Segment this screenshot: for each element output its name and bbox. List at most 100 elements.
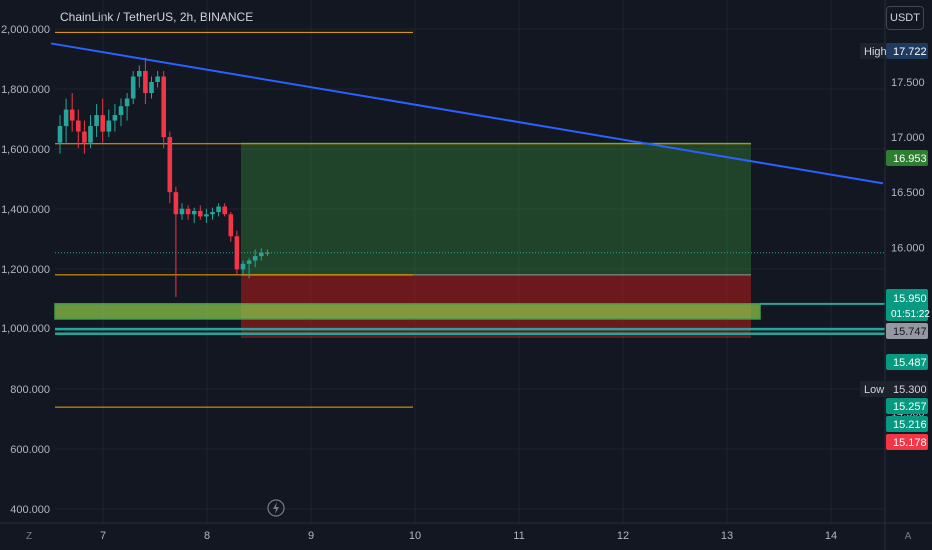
currency-button[interactable]: USDT: [886, 6, 924, 30]
candle: [94, 104, 99, 138]
stop-value: 15.178: [893, 437, 927, 449]
bottom-axis-tick: 9: [308, 530, 314, 542]
candle: [234, 230, 240, 275]
lightning-icon[interactable]: [267, 499, 285, 517]
candle-body: [124, 98, 130, 107]
support2-value-bg: [886, 416, 928, 432]
candle-body: [179, 208, 185, 215]
stop-value-bg: [886, 434, 928, 450]
left-axis-tick: 600.000: [10, 444, 50, 456]
candle-body: [167, 137, 173, 193]
candle: [100, 98, 105, 143]
countdown: 01:51:22: [891, 309, 930, 320]
left-axis-tick: 2,000.000: [1, 24, 50, 36]
candle-body: [161, 76, 166, 138]
candle: [149, 76, 154, 99]
candle: [228, 212, 234, 242]
lightning-icon-bolt: [273, 502, 279, 514]
candle-body: [234, 236, 240, 270]
candle-body: [76, 120, 81, 132]
support1-value-bg: [886, 398, 928, 414]
bottom-axis-tick: 13: [721, 530, 733, 542]
candle: [155, 70, 160, 88]
candle: [167, 131, 173, 204]
candle: [185, 205, 191, 220]
candle-body: [265, 252, 270, 254]
auto-scale-button[interactable]: A: [905, 531, 912, 542]
high-label: High: [864, 46, 887, 58]
trend-line: [50, 42, 884, 185]
candle: [112, 104, 118, 132]
candle-body: [185, 208, 191, 215]
bottom-axis-tick: 10: [409, 530, 421, 542]
candle: [76, 109, 81, 149]
left-axis-tick: 1,600.000: [1, 144, 50, 156]
last-price-value: 15.950: [893, 293, 927, 305]
left-axis-tick: 1,800.000: [1, 84, 50, 96]
candle-body: [228, 214, 234, 237]
candle-body: [155, 76, 160, 82]
candle-body: [198, 210, 203, 217]
candle: [69, 93, 75, 132]
candle-body: [259, 252, 264, 257]
candle-body: [94, 115, 99, 127]
candle: [88, 115, 93, 149]
candle-body: [137, 70, 142, 77]
bottom-axis-tick: 7: [100, 530, 106, 542]
candle: [259, 248, 264, 261]
candle: [143, 57, 148, 105]
support1-value: 15.257: [893, 401, 927, 413]
candle: [118, 98, 124, 127]
candle: [106, 109, 112, 138]
candle: [198, 205, 203, 220]
candle-body: [240, 263, 246, 270]
candle-body: [191, 210, 197, 215]
entry-value-bg: [886, 323, 928, 339]
candle: [137, 65, 142, 88]
candle-body: [57, 126, 63, 143]
candle-body: [149, 82, 154, 94]
left-axis-tick: 800.000: [10, 384, 50, 396]
low-label-bg: [860, 381, 886, 397]
candle-body: [82, 131, 87, 143]
candle: [124, 93, 130, 121]
candle-body: [118, 106, 124, 116]
candle-body: [252, 256, 258, 261]
candle: [216, 203, 221, 217]
profit-zone: [241, 142, 751, 275]
target-value: 16.953: [893, 153, 927, 165]
low-value-bg: [886, 381, 928, 397]
zone-value: 15.487: [893, 357, 927, 369]
candle: [161, 70, 166, 149]
candle: [57, 115, 63, 154]
candle-body: [88, 126, 93, 143]
candle-body: [130, 76, 136, 99]
candle: [252, 249, 258, 268]
candle-body: [204, 214, 209, 217]
target-value-bg: [886, 150, 928, 166]
candle-body: [106, 120, 112, 132]
candle: [210, 207, 215, 220]
candle-body: [143, 70, 148, 94]
right-axis-tick: 17.000: [891, 132, 925, 144]
candle-body: [246, 260, 252, 264]
left-axis-tick: 1,200.000: [1, 264, 50, 276]
bottom-axis-tick: 14: [825, 530, 837, 542]
candle-body: [112, 115, 118, 121]
low-label: Low: [864, 384, 884, 396]
right-axis-tick: 16.500: [891, 187, 925, 199]
lightning-icon-ring: [267, 499, 285, 517]
high-value: 17.722: [893, 46, 927, 58]
z-button[interactable]: Z: [26, 531, 32, 542]
left-axis-tick: 1,400.000: [1, 204, 50, 216]
candle: [63, 98, 69, 143]
candle: [179, 203, 185, 220]
candle-body: [63, 109, 69, 127]
right-axis-tick: 17.500: [891, 77, 925, 89]
candle-body: [210, 212, 215, 215]
zone-value-bg: [886, 354, 928, 370]
left-axis-tick: 400.000: [10, 504, 50, 516]
candle: [240, 260, 246, 275]
candle: [265, 249, 270, 257]
